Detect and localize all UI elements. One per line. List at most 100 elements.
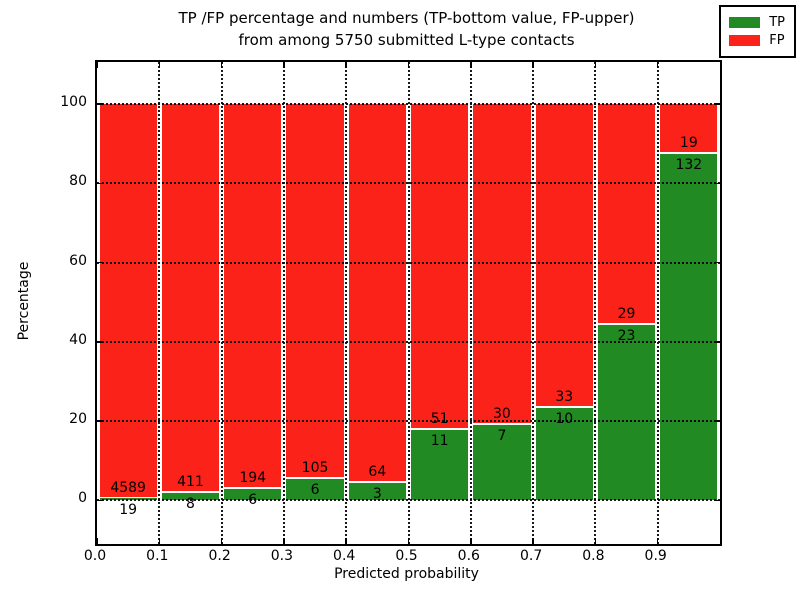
tp-count-label: 6 — [310, 481, 320, 498]
x-tick-mark — [220, 62, 223, 68]
bar-segment-fp — [597, 104, 656, 326]
x-tick-mark — [532, 538, 534, 544]
x-tick-mark — [158, 538, 161, 544]
bar-segment-tp — [535, 408, 593, 501]
x-tick-mark — [345, 62, 347, 68]
tp-count-label: 23 — [617, 328, 636, 345]
y-tick-mark — [714, 499, 720, 502]
y-tick-mark — [97, 261, 103, 264]
fp-count-label: 51 — [430, 411, 449, 428]
x-gridline — [282, 62, 285, 544]
y-tick-mark — [714, 182, 720, 185]
y-axis-label: Percentage — [16, 261, 32, 341]
x-tick-label: 0.0 — [83, 548, 107, 564]
y-tick-mark — [714, 261, 720, 264]
tp-count-label: 132 — [675, 156, 703, 173]
x-gridline — [158, 62, 161, 544]
bar-segment-tp — [660, 153, 718, 501]
bar-segment-fp — [161, 104, 220, 493]
fp-count-label: 194 — [239, 469, 267, 486]
x-tick-label: 0.6 — [457, 548, 480, 564]
legend-label-tp: TP — [769, 15, 785, 30]
x-gridline — [469, 62, 472, 544]
x-tick-label: 0.5 — [395, 548, 418, 564]
x-tick-mark — [407, 538, 410, 544]
fp-count-label: 64 — [368, 463, 387, 480]
x-tick-mark — [345, 538, 347, 544]
chart-title-line1: TP /FP percentage and numbers (TP-bottom… — [178, 9, 635, 27]
x-tick-label: 0.3 — [270, 548, 294, 564]
x-gridline — [594, 62, 597, 544]
y-tick-mark — [97, 499, 103, 502]
bar-segment-fp — [411, 104, 469, 431]
y-tick-label: 40 — [69, 331, 87, 348]
x-tick-label: 0.1 — [146, 548, 169, 564]
legend-entry-tp: TP — [729, 15, 785, 30]
x-tick-label: 0.9 — [644, 548, 667, 564]
fp-count-label: 29 — [617, 306, 636, 323]
tp-count-label: 10 — [555, 411, 574, 428]
bar-segment-tp — [473, 425, 531, 501]
tp-count-label: 6 — [248, 491, 258, 508]
bar-segment-fp — [286, 104, 344, 479]
bar-segment-tp — [411, 430, 469, 501]
x-tick-label: 0.8 — [582, 548, 605, 564]
y-tick-mark — [714, 103, 720, 105]
bar-segment-fp — [99, 104, 157, 499]
x-tick-mark — [470, 538, 472, 544]
y-tick-label: 60 — [69, 252, 87, 269]
legend-entry-fp: FP — [729, 33, 785, 48]
legend-label-fp: FP — [769, 33, 785, 48]
x-tick-mark — [220, 538, 223, 544]
y-tick-mark — [97, 103, 103, 105]
x-tick-mark — [594, 538, 597, 544]
x-tick-mark — [283, 62, 285, 68]
x-tick-label: 0.2 — [208, 548, 231, 564]
x-gridline — [407, 62, 410, 544]
y-tick-mark — [714, 341, 720, 343]
chart-title-line2: from among 5750 submitted L-type contact… — [238, 31, 575, 49]
x-tick-mark — [656, 538, 659, 544]
x-tick-mark — [96, 62, 98, 68]
y-tick-label: 0 — [78, 490, 87, 507]
legend: TP FP — [719, 5, 796, 58]
y-tick-label: 100 — [60, 94, 87, 111]
fp-count-label: 411 — [177, 473, 204, 490]
fp-count-label: 33 — [555, 389, 574, 406]
x-gridline — [345, 62, 348, 544]
bar-segment-tp — [224, 488, 282, 501]
bar-segment-tp — [161, 492, 220, 501]
x-tick-mark — [158, 62, 161, 68]
bar-segment-fp — [660, 104, 718, 154]
x-gridline — [220, 62, 223, 544]
chart-title: TP /FP percentage and numbers (TP-bottom… — [95, 7, 718, 51]
fp-count-label: 19 — [679, 134, 698, 151]
x-gridline — [532, 62, 535, 544]
tp-count-label: 19 — [119, 501, 138, 518]
bar-segment-fp — [348, 104, 406, 483]
y-tick-mark — [97, 182, 103, 185]
x-axis-label: Predicted probability — [334, 566, 479, 582]
y-tick-mark — [97, 420, 103, 422]
y-tick-label: 20 — [69, 411, 87, 428]
fp-color-swatch — [729, 35, 761, 46]
tp-count-label: 8 — [185, 495, 195, 512]
y-tick-mark — [714, 420, 720, 422]
y-tick-label: 80 — [69, 173, 87, 190]
x-tick-mark — [594, 62, 597, 68]
bar-segment-tp — [348, 482, 406, 501]
fp-count-label: 105 — [301, 459, 329, 476]
bar-segment-fp — [535, 104, 593, 409]
bar-segment-tp — [597, 325, 656, 501]
tp-color-swatch — [729, 17, 761, 28]
x-tick-mark — [407, 62, 410, 68]
x-gridline — [656, 62, 659, 544]
fp-count-label: 4589 — [110, 479, 146, 496]
bar-segment-fp — [224, 104, 282, 489]
x-tick-label: 0.4 — [333, 548, 356, 564]
x-tick-mark — [470, 62, 472, 68]
x-tick-mark — [96, 538, 98, 544]
x-tick-mark — [656, 62, 659, 68]
tp-count-label: 11 — [430, 433, 449, 450]
